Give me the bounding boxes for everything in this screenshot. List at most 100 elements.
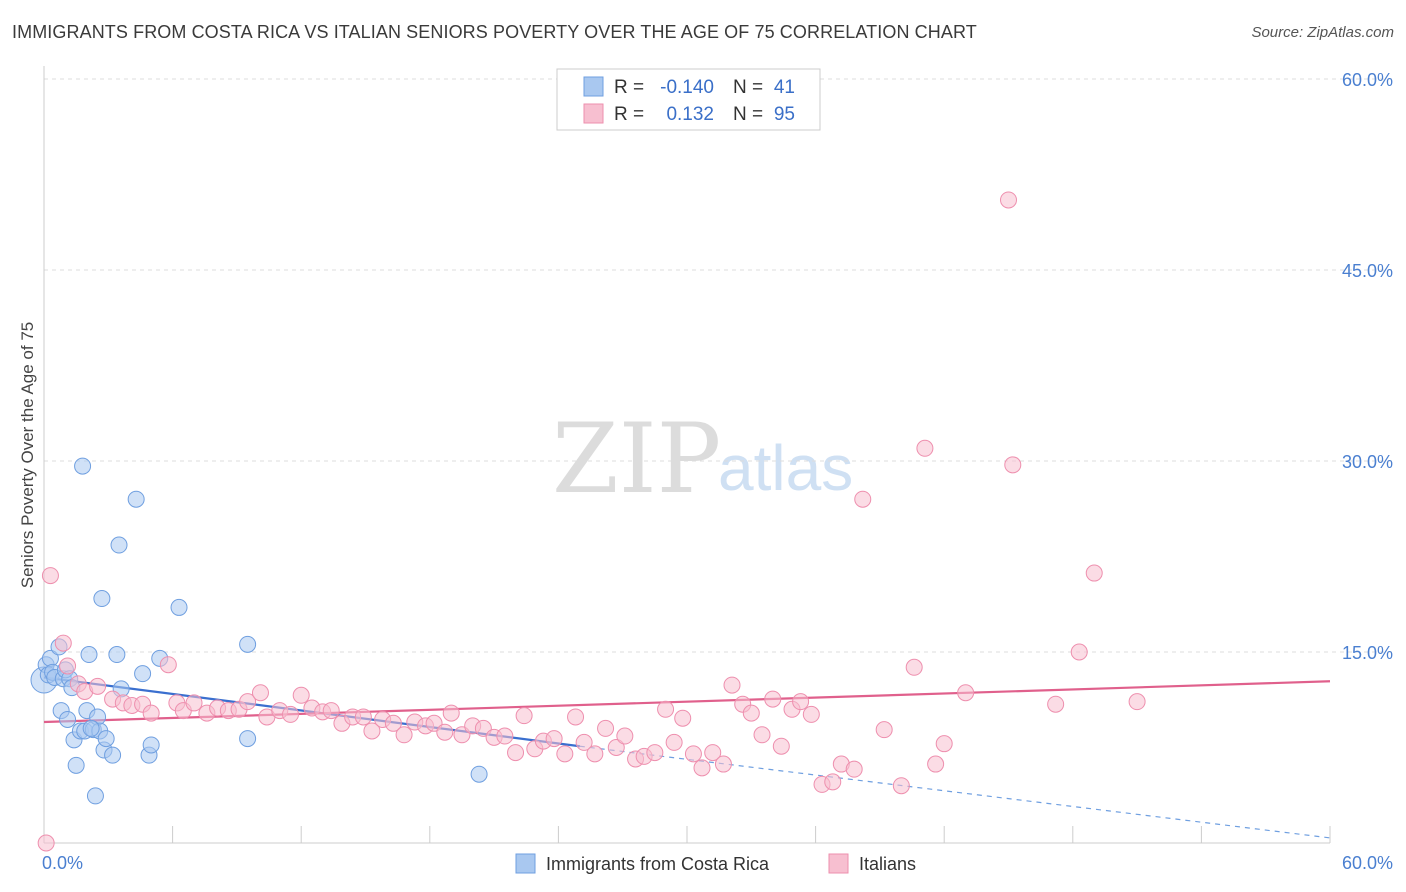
costa-rica-point-34 xyxy=(142,736,160,754)
costa-rica-point-37 xyxy=(239,635,257,653)
bottom-legend-swatch-costa-rica xyxy=(515,853,536,874)
costa-rica-point-39 xyxy=(470,765,488,783)
italians-point-51 xyxy=(567,708,585,726)
italians-point-27 xyxy=(322,702,340,720)
italians-point-94 xyxy=(37,834,55,852)
italians-point-2 xyxy=(59,657,77,675)
costa-rica-point-16 xyxy=(74,457,92,475)
grid-lines xyxy=(44,78,1394,653)
italians-point-50 xyxy=(556,745,574,763)
italians-point-14 xyxy=(185,694,203,712)
italians-point-44 xyxy=(496,727,514,745)
italians-point-74 xyxy=(792,693,810,711)
y-tick-label-1: 30.0% xyxy=(1342,452,1393,472)
chart-title: IMMIGRANTS FROM COSTA RICA VS ITALIAN SE… xyxy=(12,22,977,42)
legend-n-label-1: N = xyxy=(733,77,763,98)
costa-rica-point-38 xyxy=(239,730,257,748)
x-tick-label-max: 60.0% xyxy=(1342,853,1393,873)
italians-point-19 xyxy=(239,693,257,711)
italians-point-62 xyxy=(674,709,692,727)
data-points xyxy=(30,191,1146,852)
italians-point-85 xyxy=(927,755,945,773)
italians-point-60 xyxy=(657,700,675,718)
costa-rica-point-10 xyxy=(59,710,77,728)
legend-n-value-1: 41 xyxy=(774,77,795,98)
italians-point-24 xyxy=(292,686,310,704)
costa-rica-point-19 xyxy=(80,646,98,664)
italians-point-82 xyxy=(892,777,910,795)
italians-point-70 xyxy=(753,726,771,744)
chart-source: Source: ZipAtlas.com xyxy=(1251,24,1394,41)
italians-point-46 xyxy=(515,707,533,725)
legend-r-label-2: R = xyxy=(614,104,644,125)
costa-rica-point-21 xyxy=(86,787,104,805)
italians-point-20 xyxy=(251,684,269,702)
legend-n-label-2: N = xyxy=(733,104,763,125)
italians-point-65 xyxy=(704,744,722,762)
italians-point-72 xyxy=(772,737,790,755)
italians-point-45 xyxy=(507,744,525,762)
legend-swatch-italians xyxy=(583,103,604,124)
legend-swatch-costa-rica xyxy=(583,76,604,97)
watermark-zip: ZIP xyxy=(552,403,721,515)
y-tick-label-3: 60.0% xyxy=(1342,70,1393,90)
italians-point-83 xyxy=(905,658,923,676)
italians-point-11 xyxy=(159,656,177,674)
italians-point-92 xyxy=(1085,564,1103,582)
costa-rica-point-29 xyxy=(110,536,128,554)
italians-point-64 xyxy=(693,759,711,777)
italians-point-71 xyxy=(764,690,782,708)
italians-point-81 xyxy=(875,721,893,739)
italians-point-86 xyxy=(935,735,953,753)
costa-rica-point-27 xyxy=(104,746,122,764)
italians-point-88 xyxy=(1000,191,1017,209)
italians-point-80 xyxy=(854,490,872,508)
legend-r-value-1: -0.140 xyxy=(660,77,714,98)
italians-point-89 xyxy=(1004,456,1022,474)
italians-point-61 xyxy=(665,733,683,751)
legend-n-value-2: 95 xyxy=(774,104,795,125)
costa-rica-point-26 xyxy=(97,730,115,748)
italians-point-75 xyxy=(802,705,820,723)
italians-point-0 xyxy=(41,567,59,585)
costa-rica-point-32 xyxy=(134,665,152,683)
italians-point-23 xyxy=(281,705,299,723)
series-legend: Immigrants from Costa Rica Italians xyxy=(515,853,916,874)
italians-point-30 xyxy=(354,708,372,726)
watermark: ZIP atlas xyxy=(552,403,853,515)
y-tick-label-2: 45.0% xyxy=(1342,261,1393,281)
italians-point-66 xyxy=(714,755,732,773)
costa-rica-point-14 xyxy=(67,756,85,774)
costa-rica-point-36 xyxy=(170,598,188,616)
italians-point-93 xyxy=(1128,693,1146,711)
watermark-atlas: atlas xyxy=(718,432,853,504)
italians-point-91 xyxy=(1070,643,1088,661)
legend-r-label-1: R = xyxy=(614,77,644,98)
costa-rica-point-28 xyxy=(108,646,126,664)
italians-point-52 xyxy=(575,733,593,751)
italians-point-56 xyxy=(616,727,634,745)
italians-point-90 xyxy=(1047,695,1065,713)
italians-point-34 xyxy=(395,726,413,744)
italians-point-77 xyxy=(824,773,842,791)
italians-point-79 xyxy=(845,760,863,778)
bottom-legend-label-italians: Italians xyxy=(859,854,916,874)
italians-point-31 xyxy=(363,722,381,740)
italians-point-39 xyxy=(442,704,460,722)
y-axis-label: Seniors Poverty Over the Age of 75 xyxy=(18,322,37,588)
axes xyxy=(43,66,1331,844)
costa-rica-point-31 xyxy=(127,490,145,508)
italians-point-63 xyxy=(684,745,702,763)
italians-point-59 xyxy=(646,744,664,762)
italians-point-1 xyxy=(54,634,72,652)
italians-point-38 xyxy=(436,723,454,741)
italians-point-67 xyxy=(723,676,741,694)
italians-point-84 xyxy=(916,439,934,457)
italians-point-5 xyxy=(89,677,107,695)
italians-point-53 xyxy=(586,745,604,763)
italians-point-49 xyxy=(545,730,563,748)
tick-labels: 15.0% 30.0% 45.0% 60.0% 0.0% 60.0% xyxy=(42,70,1393,873)
italians-point-55 xyxy=(607,739,625,756)
x-tick-label-min: 0.0% xyxy=(42,853,83,873)
